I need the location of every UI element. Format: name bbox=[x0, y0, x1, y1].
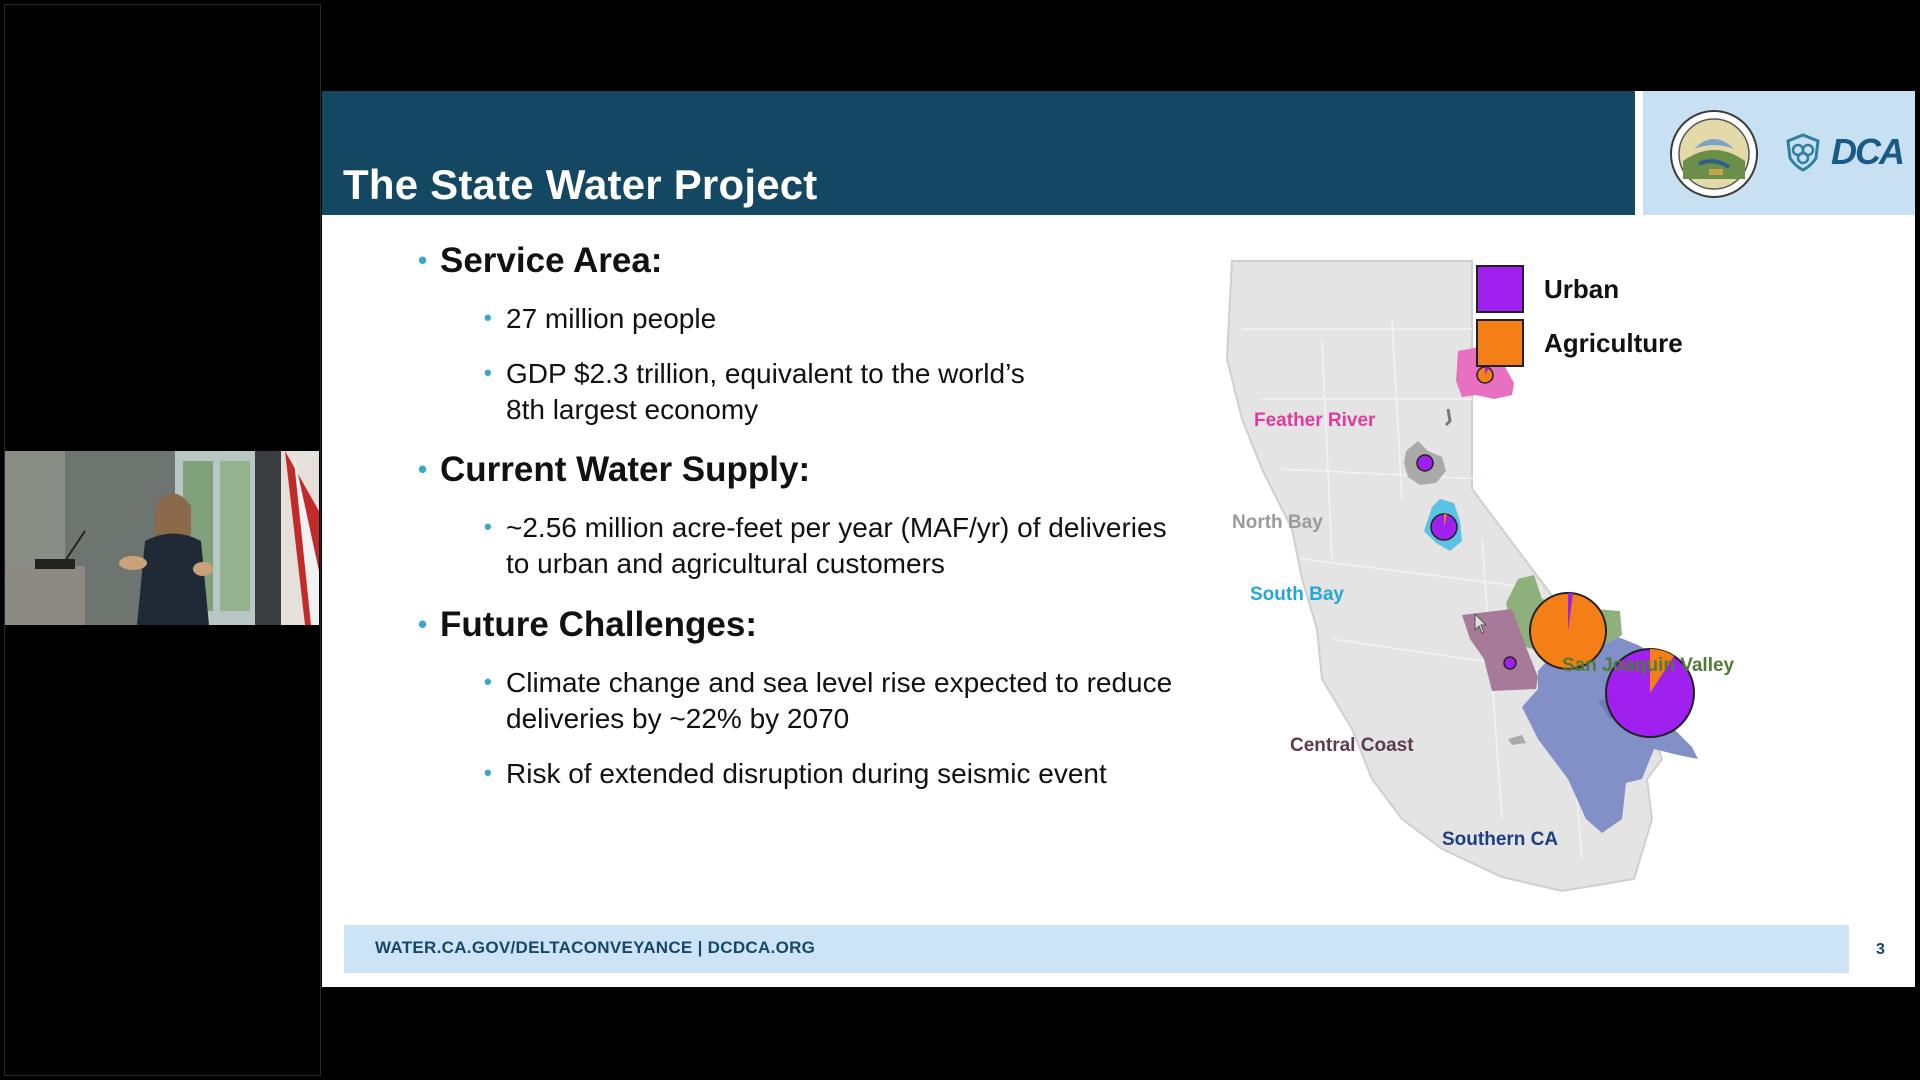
california-service-area-map bbox=[1225, 260, 1698, 893]
pie-san-joaquin-valley bbox=[1529, 592, 1607, 670]
pie-central-coast bbox=[1503, 656, 1517, 670]
dca-logo: DCA bbox=[1783, 131, 1905, 173]
slide-title: The State Water Project bbox=[343, 161, 818, 208]
bullet-heading: • Service Area: bbox=[418, 241, 663, 280]
pie-southern-ca bbox=[1605, 648, 1695, 738]
bullet-heading: • Current Water Supply: bbox=[418, 450, 811, 489]
region-label-central-coast: Central Coast bbox=[1290, 735, 1414, 756]
map-legend: Urban Agriculture bbox=[1476, 265, 1683, 373]
dca-shield-icon bbox=[1786, 133, 1820, 172]
legend-item-urban: Urban bbox=[1476, 265, 1683, 313]
bullet-item: • Climate change and sea level rise expec… bbox=[484, 667, 1173, 734]
region-label-san-joaquin-valley: San Joaquin Valley bbox=[1562, 655, 1735, 676]
legend-label-agriculture: Agriculture bbox=[1544, 327, 1683, 358]
pie-north-bay bbox=[1416, 454, 1434, 472]
bullet-item: • ~2.56 million acre-feet per year (MAF/y… bbox=[484, 512, 1167, 579]
logo-area: DCA bbox=[1643, 91, 1915, 215]
bullet-list: • Service Area: • 27 million people • GDP $… bbox=[418, 241, 1172, 792]
region-label-north-bay: North Bay bbox=[1232, 512, 1323, 533]
region-label-feather-river: Feather River bbox=[1254, 410, 1376, 431]
presentation-slide: The State Water Project DCA • Service Are… bbox=[322, 91, 1915, 987]
region-label-southern-ca: Southern CA bbox=[1442, 829, 1559, 850]
region-label-south-bay: South Bay bbox=[1250, 584, 1344, 605]
legend-item-agriculture: Agriculture bbox=[1476, 319, 1683, 367]
bullet-item: • Risk of extended disruption during seis… bbox=[484, 758, 1107, 789]
bullet-item: • GDP $2.3 trillion, equivalent to the wo… bbox=[484, 358, 1025, 425]
legend-swatch-agriculture bbox=[1476, 319, 1524, 367]
legend-swatch-urban bbox=[1476, 265, 1524, 313]
pie-south-bay bbox=[1430, 513, 1458, 541]
dwr-seal-logo bbox=[1670, 110, 1758, 198]
speaker-video-thumbnail[interactable] bbox=[5, 451, 319, 625]
pie-feather-river bbox=[1476, 366, 1494, 384]
footer-website-links[interactable]: WATER.CA.GOV/DELTACONVEYANCE | DCDCA.ORG bbox=[375, 938, 816, 957]
bullet-item: • 27 million people bbox=[484, 303, 717, 334]
bullet-heading: • Future Challenges: bbox=[418, 605, 757, 644]
slide-header-bar: The State Water Project bbox=[322, 91, 1635, 215]
slide-page-number: 3 bbox=[1876, 941, 1885, 958]
legend-label-urban: Urban bbox=[1544, 273, 1620, 304]
mouse-cursor-icon bbox=[1474, 613, 1488, 634]
slide-footer-bar: WATER.CA.GOV/DELTACONVEYANCE | DCDCA.ORG bbox=[344, 925, 1849, 973]
dca-logo-text: DCA bbox=[1831, 131, 1905, 172]
